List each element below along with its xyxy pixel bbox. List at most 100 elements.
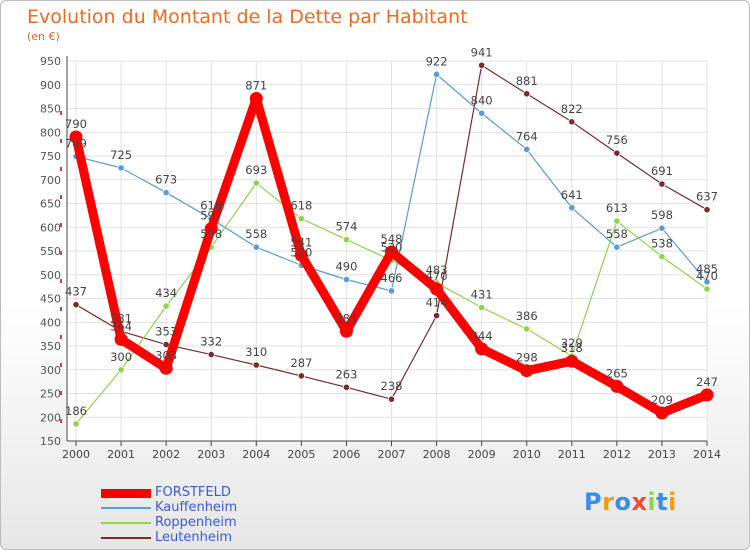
data-label-forstfeld: 344 [471, 329, 493, 343]
data-label-forstfeld: 541 [290, 235, 312, 249]
proxiti-logo: Proxiti [584, 488, 677, 516]
data-label-roppenheim: 693 [245, 163, 267, 177]
logo-letter: i [668, 488, 677, 516]
data-label-forstfeld: 871 [245, 79, 267, 93]
chart-subtitle: (en €) [27, 30, 60, 43]
data-label-leutenheim: 691 [651, 164, 673, 178]
data-point-roppenheim [117, 366, 125, 374]
data-label-roppenheim: 558 [200, 227, 222, 241]
data-label-kauffenheim: 558 [245, 227, 267, 241]
x-tick-label: 2003 [197, 448, 225, 461]
data-point-leutenheim [297, 372, 305, 380]
data-label-leutenheim: 822 [561, 102, 583, 116]
data-label-roppenheim: 186 [65, 404, 87, 418]
y-tick-label: 300 [40, 364, 61, 377]
data-point-kauffenheim [387, 287, 396, 295]
data-point-roppenheim [252, 179, 260, 187]
data-point-roppenheim [523, 325, 531, 333]
legend: FORSTFELD Kauffenheim Roppenheim Leutenheim [101, 485, 341, 546]
data-label-leutenheim: 263 [335, 367, 357, 381]
data-point-roppenheim [478, 303, 486, 312]
y-tick-label: 400 [40, 316, 61, 329]
data-label-roppenheim: 483 [426, 263, 448, 277]
data-point-forstfeld [610, 379, 624, 393]
data-label-kauffenheim: 520 [290, 245, 312, 259]
legend-swatch [101, 488, 151, 498]
x-tick-label: 2000 [62, 448, 90, 461]
data-label-forstfeld: 209 [651, 393, 673, 407]
data-point-roppenheim [297, 215, 305, 223]
data-label-forstfeld: 265 [606, 366, 628, 380]
logo-letter: P [584, 488, 603, 516]
y-tick-label: 550 [40, 245, 61, 258]
data-label-leutenheim: 287 [290, 356, 312, 370]
data-label-roppenheim: 386 [516, 309, 538, 323]
data-label-leutenheim: 756 [606, 133, 628, 147]
data-point-roppenheim [162, 302, 170, 310]
data-point-kauffenheim [658, 224, 666, 232]
data-point-roppenheim [342, 236, 351, 244]
logo-letter: o [614, 488, 632, 516]
y-tick-label: 750 [40, 150, 61, 163]
legend-item-kauffenheim: Kauffenheim [101, 500, 341, 516]
data-label-roppenheim: 431 [471, 288, 493, 302]
legend-label: Roppenheim [155, 515, 237, 530]
data-label-roppenheim: 300 [110, 350, 132, 364]
data-label-roppenheim: 613 [606, 201, 628, 215]
y-tick-label: 850 [40, 103, 61, 116]
x-tick-label: 2007 [378, 448, 406, 461]
data-label-roppenheim: 329 [561, 336, 583, 350]
data-point-leutenheim [658, 180, 666, 188]
data-label-leutenheim: 238 [381, 379, 403, 393]
data-label-kauffenheim: 466 [381, 271, 403, 285]
data-label-leutenheim: 353 [155, 325, 177, 339]
data-point-kauffenheim [252, 243, 260, 251]
data-point-roppenheim [703, 285, 711, 293]
logo-letter: t [656, 488, 669, 516]
data-label-forstfeld: 381 [335, 311, 357, 325]
y-tick-label: 450 [40, 293, 61, 306]
data-point-forstfeld [475, 342, 489, 356]
logo-letter: r [602, 488, 615, 516]
legend-item-roppenheim: Roppenheim [101, 515, 341, 531]
data-label-roppenheim: 470 [696, 269, 718, 283]
x-tick-label: 2001 [107, 448, 135, 461]
data-point-leutenheim [523, 90, 531, 98]
y-tick-label: 350 [40, 340, 61, 353]
legend-swatch [101, 507, 151, 509]
data-point-leutenheim [613, 149, 621, 157]
data-point-kauffenheim [432, 70, 441, 78]
data-point-kauffenheim [342, 275, 351, 284]
y-tick-label: 650 [40, 198, 61, 211]
x-tick-label: 2008 [423, 448, 451, 461]
data-label-forstfeld: 548 [381, 232, 403, 246]
data-point-forstfeld [114, 332, 128, 346]
data-label-leutenheim: 881 [516, 74, 538, 88]
data-point-forstfeld [204, 222, 218, 236]
data-point-roppenheim [613, 217, 621, 225]
data-label-forstfeld: 597 [200, 209, 222, 223]
data-label-forstfeld: 364 [110, 319, 132, 333]
data-label-roppenheim: 530 [381, 241, 403, 255]
legend-label: Kauffenheim [155, 500, 238, 515]
data-point-leutenheim [568, 118, 576, 126]
data-label-forstfeld: 298 [516, 351, 538, 365]
y-tick-label: 250 [40, 388, 61, 401]
data-label-leutenheim: 310 [245, 345, 267, 359]
x-tick-label: 2002 [152, 448, 180, 461]
data-label-forstfeld: 790 [65, 117, 87, 131]
data-label-forstfeld: 318 [561, 341, 583, 355]
data-point-kauffenheim [568, 204, 576, 212]
data-label-kauffenheim: 618 [200, 199, 222, 213]
y-tick-label: 600 [40, 221, 61, 234]
data-label-leutenheim: 414 [426, 296, 448, 310]
data-label-kauffenheim: 490 [335, 260, 357, 274]
x-tick-label: 2010 [513, 448, 541, 461]
y-tick-label: 200 [40, 411, 61, 424]
data-point-roppenheim [658, 253, 666, 261]
data-point-forstfeld [430, 282, 444, 296]
data-label-kauffenheim: 485 [696, 262, 718, 276]
data-label-roppenheim: 538 [651, 237, 673, 251]
legend-label: FORSTFELD [155, 485, 231, 500]
